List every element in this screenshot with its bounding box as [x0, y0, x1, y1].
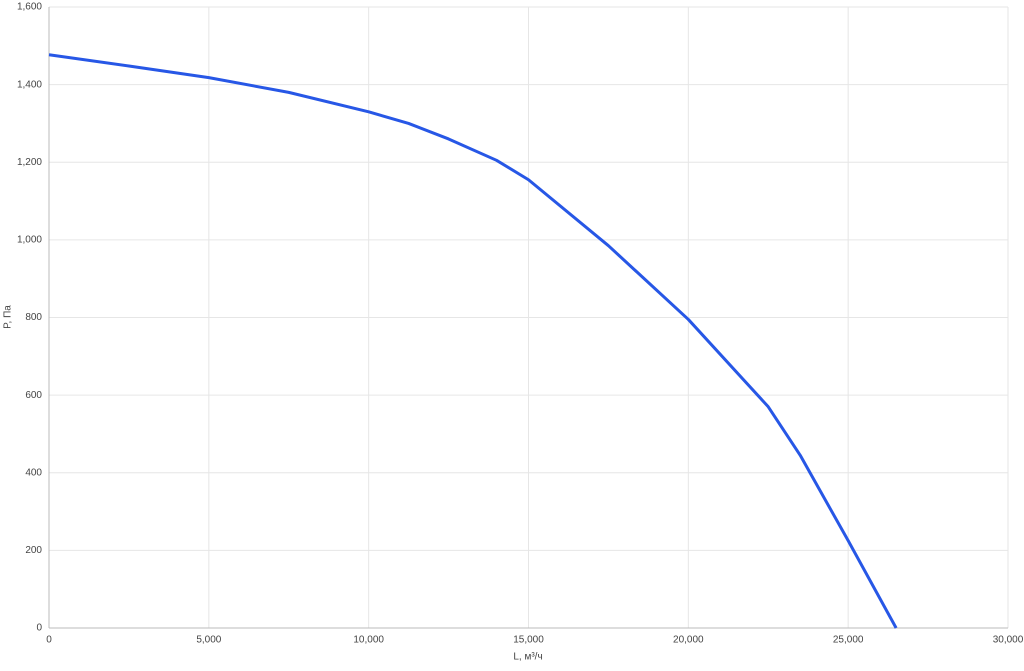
- x-tick-label: 20,000: [673, 635, 704, 646]
- y-tick-label: 1,600: [17, 2, 42, 13]
- y-tick-label: 1,400: [17, 79, 42, 90]
- x-tick-label: 25,000: [833, 635, 864, 646]
- y-tick-label: 400: [25, 467, 42, 478]
- x-tick-label: 0: [46, 635, 52, 646]
- x-tick-label: 30,000: [993, 635, 1024, 646]
- y-tick-label: 0: [36, 623, 42, 634]
- x-axis-title: L, м³/ч: [513, 652, 542, 663]
- y-tick-label: 200: [25, 545, 42, 556]
- y-tick-label: 1,000: [17, 235, 42, 246]
- x-tick-label: 15,000: [513, 635, 544, 646]
- x-tick-label: 5,000: [196, 635, 221, 646]
- y-tick-label: 600: [25, 390, 42, 401]
- data-line: [48, 53, 898, 629]
- x-tick-label: 10,000: [353, 635, 384, 646]
- y-axis-title: P, Па: [3, 305, 14, 329]
- y-tick-label: 800: [25, 312, 42, 323]
- y-tick-label: 1,200: [17, 157, 42, 168]
